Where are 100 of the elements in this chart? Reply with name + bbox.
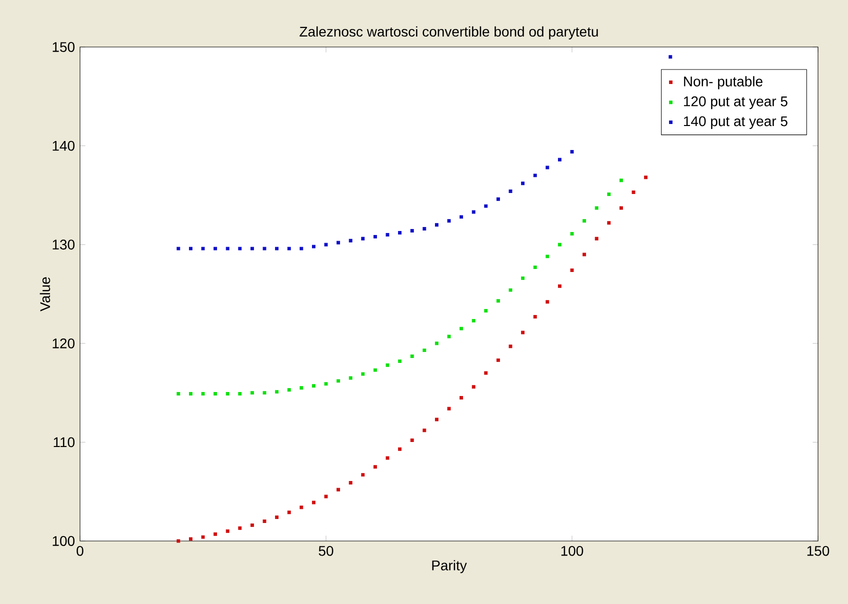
point [312,384,316,388]
point [410,438,414,442]
point [582,252,586,256]
point [521,182,525,186]
point [422,428,426,432]
point [484,371,488,375]
point [546,300,550,304]
point [570,150,574,154]
point [250,246,254,250]
point [348,480,352,484]
point [546,166,550,170]
point [226,392,230,396]
point [619,178,623,182]
point [336,240,340,244]
point [226,246,230,250]
point [533,266,537,270]
point [324,494,328,498]
point [201,246,205,250]
chart-title: Zaleznosc wartosci convertible bond od parytetu [300,26,598,40]
point [558,242,562,246]
point [361,236,365,240]
x-axis-title: Parity [432,560,467,574]
point [434,342,438,346]
point [312,500,316,504]
x-tick-label: 0 [76,546,84,556]
point [361,473,365,477]
y-tick-label: 130 [52,240,75,250]
point [472,318,476,322]
point [300,506,304,510]
point [262,246,266,250]
point [188,246,192,250]
point [460,396,464,400]
point [594,236,598,240]
point [226,529,230,533]
point [484,204,488,208]
point [422,227,426,231]
point [607,192,611,196]
point [238,246,242,250]
point [386,232,390,236]
point [472,385,476,389]
point [262,391,266,395]
point [287,388,291,392]
point [434,418,438,422]
y-axis-title: Value [40,277,50,312]
y-tick-label: 120 [52,338,75,348]
point [238,526,242,530]
point [447,219,451,223]
point [275,390,279,394]
point [508,344,512,348]
point [570,268,574,272]
point [201,535,205,539]
point [250,523,254,527]
point [398,359,402,363]
point [668,55,672,59]
point [410,229,414,232]
y-tick-label: 100 [52,536,75,546]
point [373,234,377,238]
point [373,465,377,469]
point [214,532,218,536]
x-tick-label: 150 [807,546,830,556]
point [447,406,451,410]
point [176,539,180,543]
point [508,190,512,193]
point [336,379,340,383]
point [607,221,611,225]
legend-label: 140 put at year 5 [684,116,788,129]
y-tick-label: 150 [52,42,75,52]
point [533,314,537,318]
point [398,447,402,451]
point [348,376,352,380]
point [496,358,500,362]
point [336,488,340,492]
point [508,288,512,292]
point [484,309,488,313]
point [533,174,537,178]
point [324,242,328,246]
point [644,176,648,180]
y-tick-label: 140 [52,140,75,151]
y-tick-label: 110 [54,437,75,448]
point [214,246,218,250]
point [496,299,500,303]
point [582,219,586,223]
point [386,456,390,460]
point [214,392,218,396]
point [275,516,279,520]
point [386,363,390,367]
point [300,246,304,250]
point [373,368,377,372]
point [238,392,242,396]
legend-label: Non- putable [684,76,762,90]
point [201,392,205,396]
point [521,330,525,334]
legend-label: 120 put at year 5 [684,96,788,110]
point [619,206,623,210]
x-tick-label: 100 [561,546,584,556]
point [361,372,365,376]
point [558,158,562,162]
point [594,206,598,210]
point [447,334,451,338]
point [496,197,500,201]
